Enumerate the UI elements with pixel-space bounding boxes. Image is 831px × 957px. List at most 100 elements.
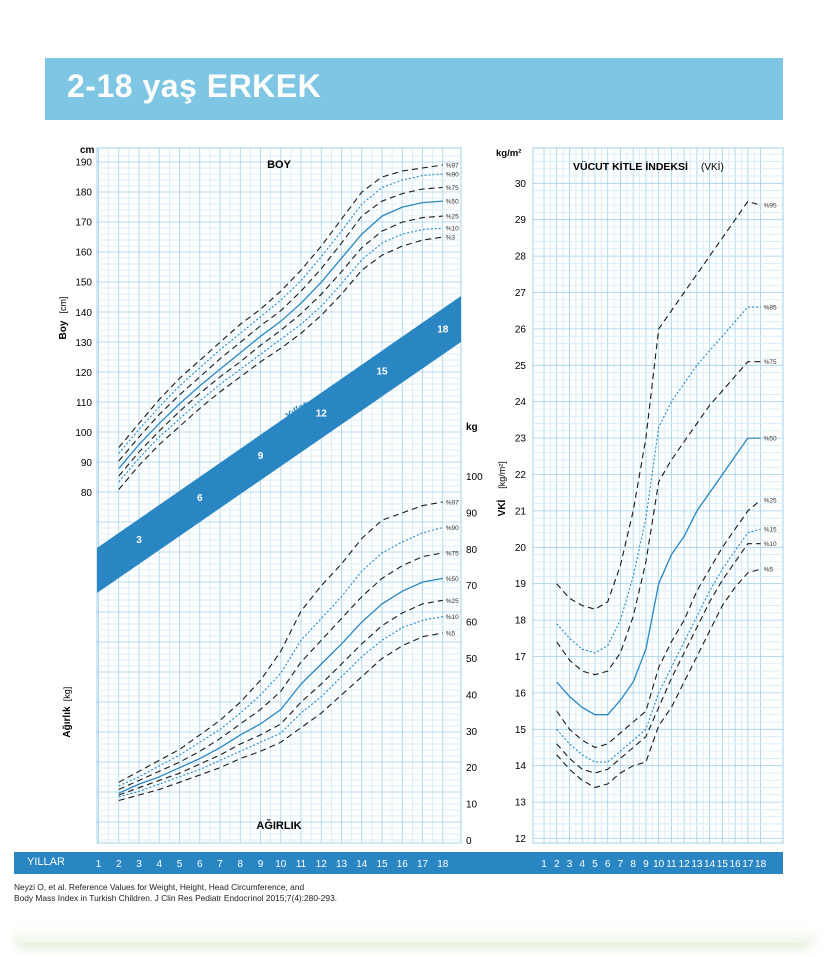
weight-tick-label: 100 xyxy=(466,472,483,483)
weight-axis-unit: [kg] xyxy=(62,687,72,702)
height-curve xyxy=(118,200,443,469)
bmi-tick-label: 24 xyxy=(515,397,527,408)
height-tick-label: 190 xyxy=(75,158,92,169)
height-tick-label: 110 xyxy=(76,398,92,409)
bmi-tick-label: 29 xyxy=(515,215,527,226)
height-curve xyxy=(118,186,443,462)
bmi-curve xyxy=(556,543,761,774)
card-bottom-edge xyxy=(16,927,812,943)
bmi-percentile-label: %50 xyxy=(764,436,777,443)
bmi-tick-label: 22 xyxy=(515,470,527,481)
bmi-tick-label: 28 xyxy=(515,252,527,263)
bmi-tick-label: 18 xyxy=(515,616,527,627)
page-title: 2-18 yaş ERKEK xyxy=(67,68,322,104)
weight-percentile-label: %75 xyxy=(446,550,459,557)
weight-curve xyxy=(118,501,443,783)
weight-percentile-label: %97 xyxy=(446,499,459,506)
weight-tick-label: 30 xyxy=(466,727,478,738)
bmi-curve xyxy=(556,499,761,749)
height-percentile-label: %25 xyxy=(446,214,459,221)
bmi-percentile-label: %75 xyxy=(764,359,777,366)
bmi-tick-label: 14 xyxy=(515,761,527,772)
weight-tick-label: 70 xyxy=(466,581,478,592)
height-curve xyxy=(118,173,443,454)
bmi-axis-unit: [kg/m²] xyxy=(497,461,507,489)
age-band-label: 15 xyxy=(376,367,388,378)
height-curve xyxy=(118,164,443,448)
bmi-tick-label: 20 xyxy=(515,543,527,554)
bmi-curve xyxy=(556,200,761,610)
bmi-percentile-label: %5 xyxy=(764,567,774,574)
age-band-label: 12 xyxy=(316,409,328,420)
weight-curve xyxy=(118,616,443,798)
years-axis-bar: YILLAR xyxy=(14,852,783,874)
bmi-percentile-label: %95 xyxy=(764,203,777,210)
weight-tick-label: 50 xyxy=(466,654,478,665)
weight-tick-label: 0 xyxy=(466,836,472,847)
height-tick-label: 160 xyxy=(75,248,92,259)
bmi-axis-label: VKİ xyxy=(495,499,508,516)
height-percentile-label: %50 xyxy=(446,199,459,206)
height-tick-label: 80 xyxy=(81,488,93,499)
weight-tick-label: 60 xyxy=(466,618,478,629)
bmi-tick-label: 13 xyxy=(515,798,527,809)
bmi-tick-label: 23 xyxy=(515,434,527,445)
age-band xyxy=(97,296,461,593)
bmi-tick-label: 17 xyxy=(515,652,527,663)
age-band-label: 6 xyxy=(197,493,203,504)
bmi-tick-label: 21 xyxy=(515,506,527,517)
years-label: YILLAR xyxy=(27,856,65,868)
bmi-chart-title-abbr: (VKİ) xyxy=(701,160,724,173)
bmi-percentile-label: %10 xyxy=(764,541,777,548)
weight-tick-label: 20 xyxy=(466,763,478,774)
weight-curve xyxy=(118,552,443,791)
weight-percentile-label: %50 xyxy=(446,576,459,583)
bmi-curve xyxy=(556,361,761,676)
bmi-tick-label: 15 xyxy=(515,725,527,736)
weight-tick-label: 10 xyxy=(466,800,478,811)
bmi-curve xyxy=(556,437,761,716)
height-tick-label: 100 xyxy=(75,428,92,439)
bmi-percentile-label: %85 xyxy=(764,305,777,312)
height-tick-label: 90 xyxy=(81,458,93,469)
height-curve xyxy=(118,236,443,490)
height-tick-label: 150 xyxy=(75,278,92,289)
bmi-tick-label: 30 xyxy=(515,179,527,190)
height-percentile-label: %10 xyxy=(446,226,459,233)
bmi-curve xyxy=(556,568,761,789)
height-tick-label: 170 xyxy=(75,218,92,229)
bmi-tick-label: 19 xyxy=(515,579,527,590)
title-banner: 2-18 yaş ERKEK xyxy=(45,58,783,120)
weight-tick-label: 80 xyxy=(466,545,478,556)
citation: Neyzi O, et al. Reference Values for Wei… xyxy=(14,882,534,904)
bmi-tick-label: 27 xyxy=(515,288,527,299)
weight-curve xyxy=(118,632,443,802)
height-tick-label: 130 xyxy=(75,338,92,349)
bmi-curve xyxy=(556,528,761,763)
weight-curve xyxy=(118,526,443,787)
citation-line-2: Body Mass Index in Turkish Children. J C… xyxy=(14,893,338,903)
height-percentile-label: %75 xyxy=(446,185,459,192)
height-tick-label: 140 xyxy=(75,308,92,319)
bmi-tick-label: 26 xyxy=(515,324,527,335)
bmi-percentile-label: %15 xyxy=(764,527,777,534)
height-axis-unit: [cm] xyxy=(58,297,68,314)
height-chart-title: BOY xyxy=(267,159,292,171)
weight-percentile-label: %90 xyxy=(446,525,459,532)
height-percentile-label: %97 xyxy=(446,163,459,170)
citation-line-1: Neyzi O, et al. Reference Values for Wei… xyxy=(14,882,305,892)
weight-unit: kg xyxy=(466,422,478,433)
weight-percentile-label: %10 xyxy=(446,614,459,621)
weight-tick-label: 40 xyxy=(466,690,478,701)
bmi-unit: kg/m² xyxy=(496,148,521,159)
bmi-tick-label: 12 xyxy=(515,834,527,845)
height-unit: cm xyxy=(80,145,95,156)
weight-percentile-label: %5 xyxy=(446,631,456,638)
height-percentile-label: %3 xyxy=(446,235,456,242)
bmi-chart-title: VÜCUT KİTLE İNDEKSİ xyxy=(573,160,688,173)
age-band-label: 3 xyxy=(136,535,142,546)
weight-axis-label: Ağırlık xyxy=(62,706,73,738)
height-tick-label: 180 xyxy=(75,188,92,199)
